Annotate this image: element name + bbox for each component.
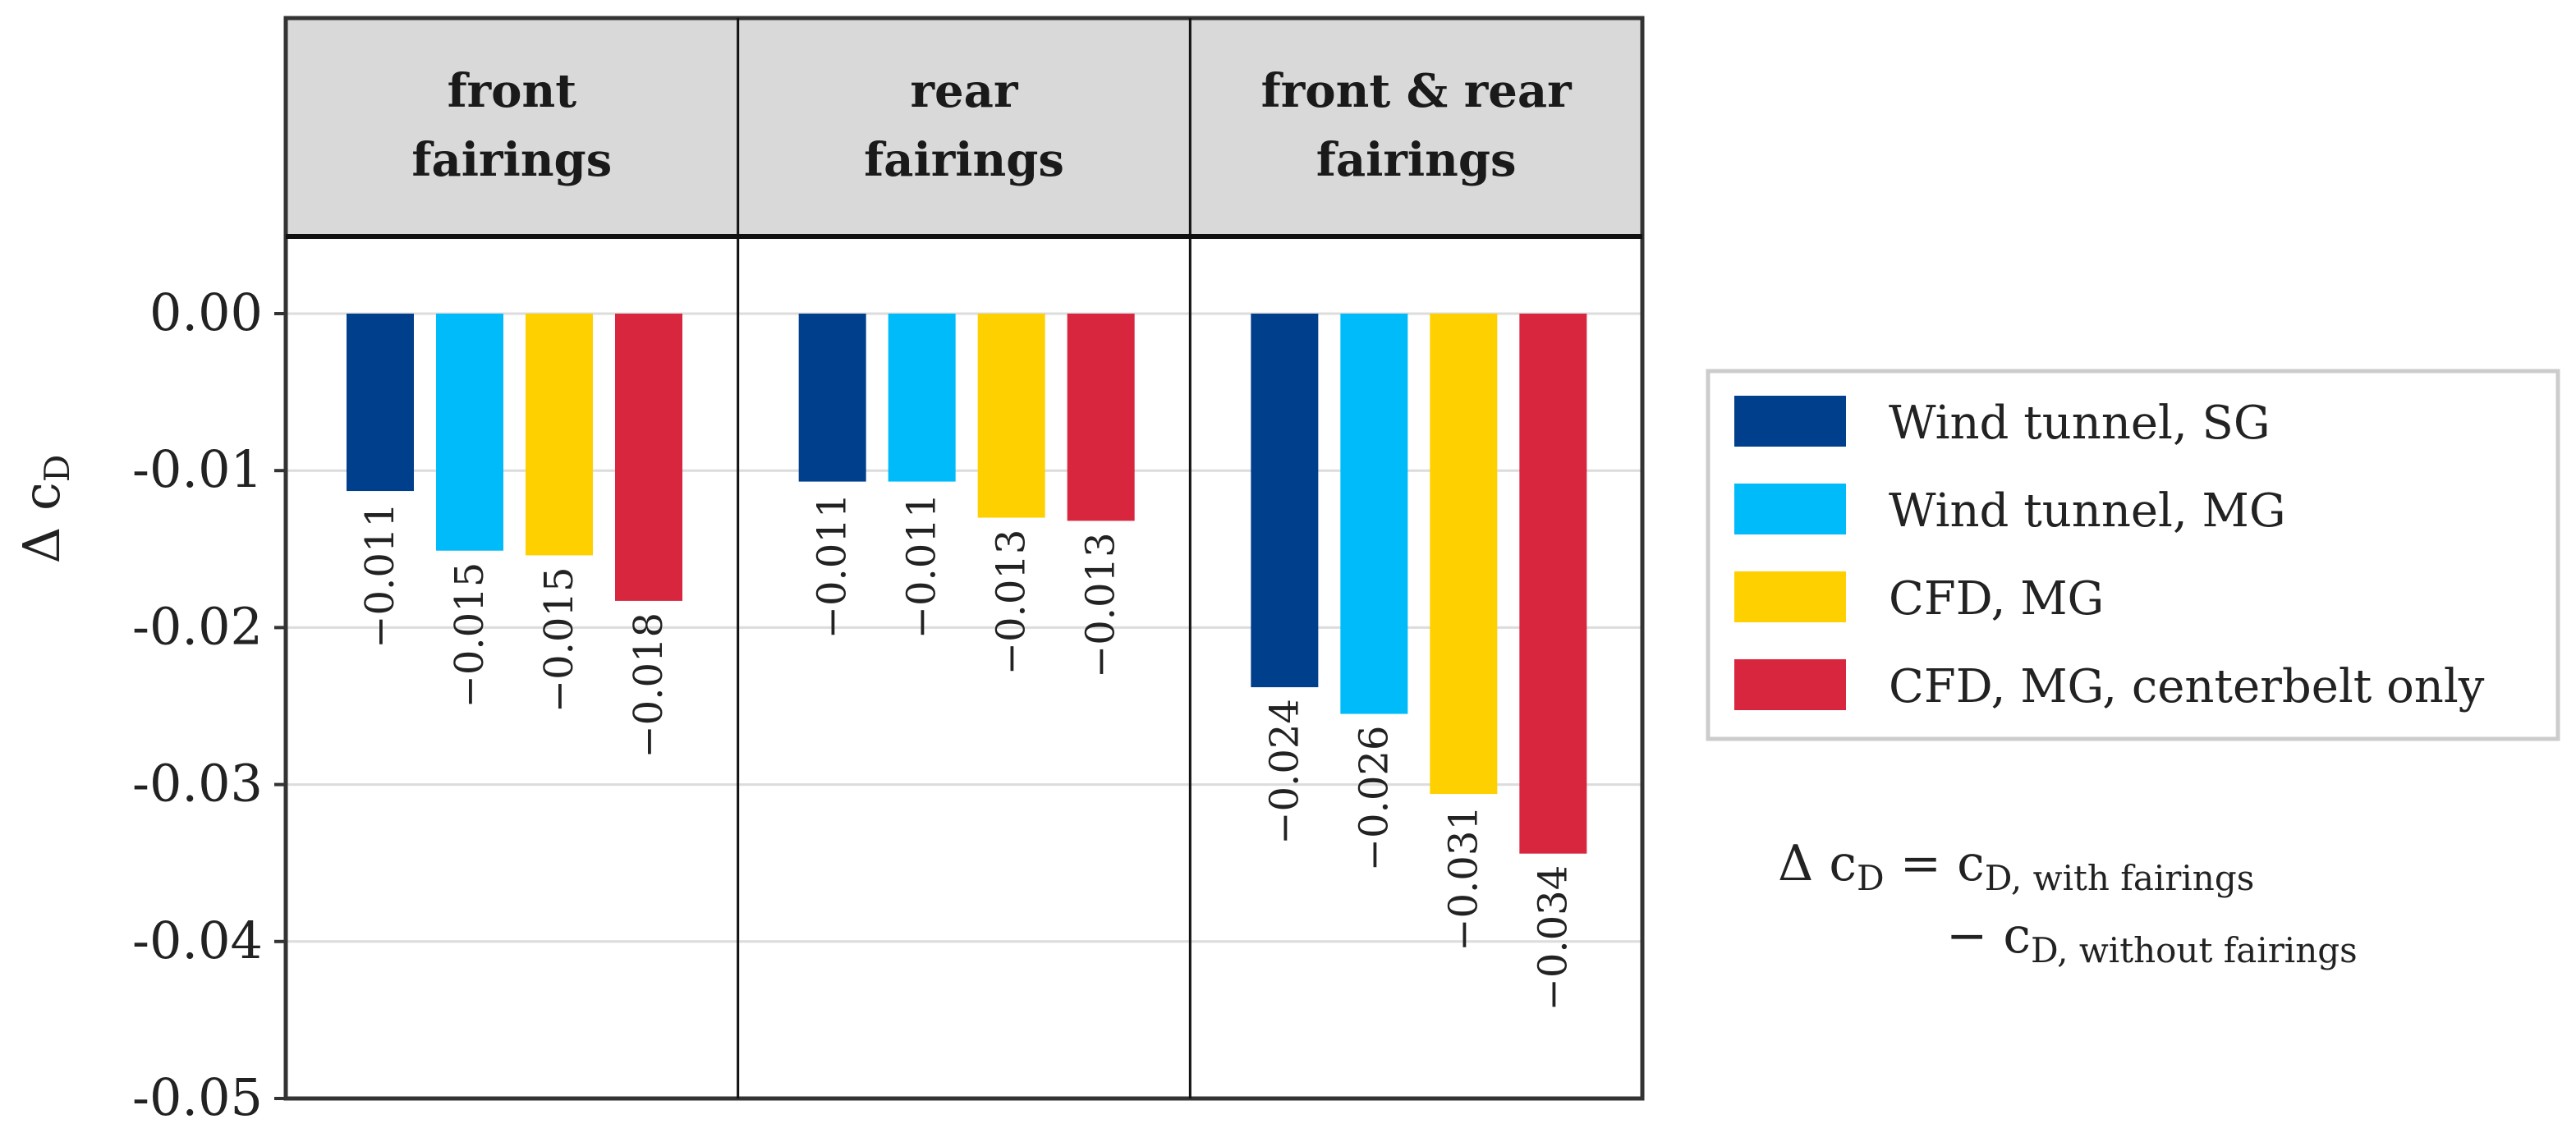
header-band-bg <box>286 18 1642 236</box>
legend-label: CFD, MG, centerbelt only <box>1889 660 2485 713</box>
formula-sub-3: D, without fairings <box>2031 930 2358 970</box>
data-label: −0.011 <box>810 493 856 640</box>
group-header-label: fairings <box>864 133 1064 187</box>
formula-annotation: Δ cD = cD, with fairings − cD, without fa… <box>1778 835 2358 970</box>
data-label: −0.011 <box>357 502 403 649</box>
data-label: −0.024 <box>1261 699 1307 845</box>
legend-label: Wind tunnel, SG <box>1889 397 2271 450</box>
group-header-label: fairings <box>1316 133 1517 187</box>
frame-border <box>283 16 1645 1101</box>
bar <box>977 314 1045 518</box>
data-labels: −0.011 −0.011 −0.024 −0.015 −0.011 −0.026 −0.0… <box>357 493 1576 1011</box>
y-tick-label: 0.00 <box>149 282 263 342</box>
group-header-label: front & rear <box>1261 64 1573 118</box>
bar <box>1519 314 1587 854</box>
formula-line-1: Δ cD = cD, with fairings <box>1778 835 2254 898</box>
bar <box>347 314 414 492</box>
y-tick-label: -0.05 <box>132 1067 263 1127</box>
data-label: −0.015 <box>536 566 582 713</box>
data-label: −0.018 <box>626 612 672 759</box>
bar <box>526 314 593 556</box>
bar <box>1340 314 1408 714</box>
y-axis-label-main: Δ c <box>11 482 71 563</box>
legend-label: CFD, MG <box>1889 572 2104 626</box>
bar <box>888 314 956 482</box>
data-label: −0.026 <box>1351 726 1397 872</box>
formula-equals: = c <box>1885 835 1985 892</box>
group-header-band <box>286 18 1642 236</box>
y-tick-label: -0.04 <box>132 910 263 970</box>
legend-swatch <box>1734 396 1846 447</box>
group-header-label: rear <box>911 64 1019 118</box>
bar <box>436 314 503 551</box>
y-axis: 0.00 -0.01 -0.02 -0.03 -0.04 -0.05 Δ cD <box>11 282 286 1127</box>
plot-frame <box>283 16 1645 1101</box>
formula-line-2: − cD, without fairings <box>1946 907 2358 970</box>
data-label: −0.011 <box>899 493 945 640</box>
gridlines <box>286 312 1642 943</box>
y-tick-label: -0.01 <box>132 439 263 499</box>
data-label: −0.013 <box>1078 532 1124 678</box>
group-header-label: front <box>448 64 577 118</box>
y-tick-label: -0.03 <box>132 754 263 814</box>
bar <box>1067 314 1135 521</box>
legend-swatch <box>1734 659 1846 710</box>
group-header-label: fairings <box>411 133 612 187</box>
formula-minus: − c <box>1946 907 2031 965</box>
data-label: −0.015 <box>447 562 493 709</box>
bar <box>1430 314 1498 795</box>
bars <box>347 314 1587 854</box>
formula-sub-2: D, with fairings <box>1985 858 2255 898</box>
data-label: −0.013 <box>989 530 1035 676</box>
formula-sub-1: D <box>1857 858 1885 898</box>
bar <box>798 314 866 482</box>
legend-box <box>1706 369 2560 741</box>
data-label: −0.031 <box>1440 805 1486 952</box>
legend-swatch <box>1734 571 1846 622</box>
y-axis-label-sub: D <box>37 455 77 483</box>
bar <box>615 314 682 601</box>
y-tick-label: -0.02 <box>132 596 263 656</box>
data-label: −0.034 <box>1530 865 1576 1011</box>
legend: Wind tunnel, SG Wind tunnel, MG CFD, MG CFD… <box>1706 369 2560 741</box>
group-headers: front fairings rear fairings front & rear fai… <box>411 64 1573 187</box>
formula-delta: Δ c <box>1778 835 1857 892</box>
legend-swatch <box>1734 484 1846 534</box>
legend-label: Wind tunnel, MG <box>1889 484 2286 538</box>
bar <box>1251 314 1319 688</box>
y-axis-label: Δ cD <box>11 455 77 564</box>
